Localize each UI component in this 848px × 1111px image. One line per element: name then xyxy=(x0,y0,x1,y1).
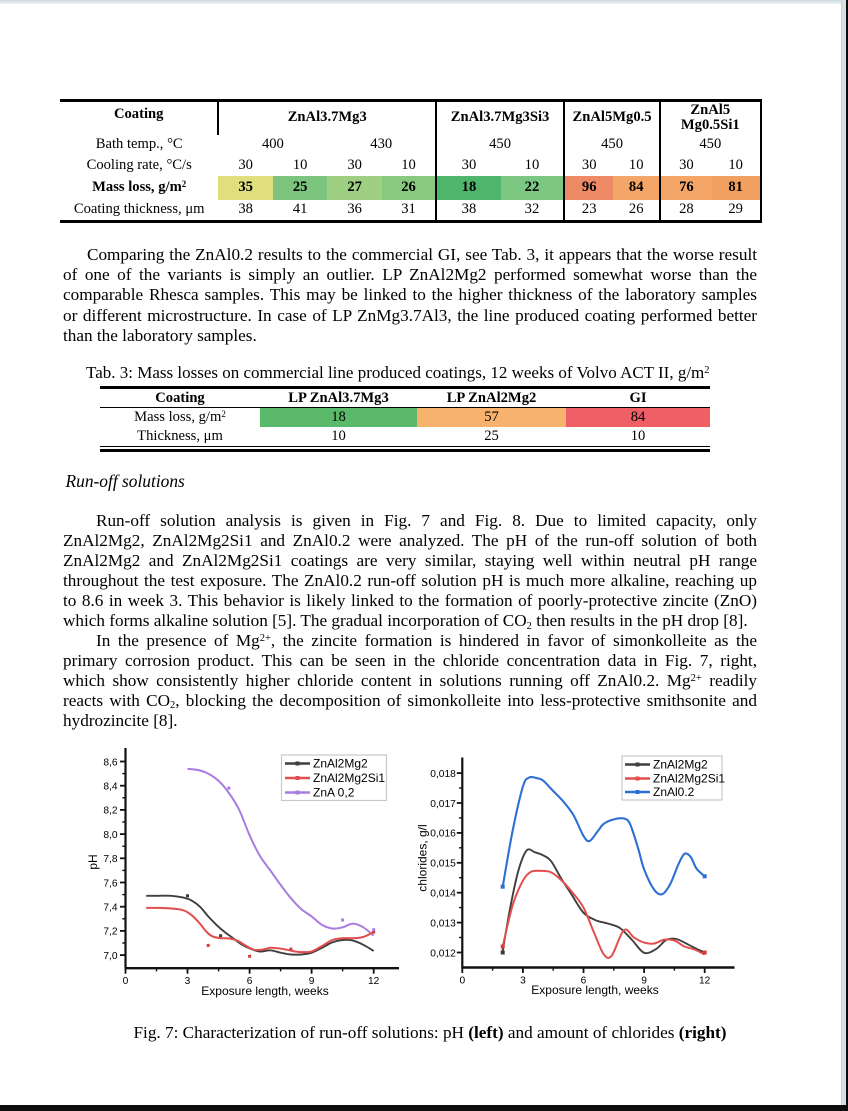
svg-text:7,2: 7,2 xyxy=(103,927,117,938)
svg-text:3: 3 xyxy=(520,975,526,986)
svg-text:3: 3 xyxy=(185,976,191,987)
svg-text:0,017: 0,017 xyxy=(430,799,456,810)
svg-text:Exposure length, weeks: Exposure length, weeks xyxy=(531,983,658,997)
svg-text:7,0: 7,0 xyxy=(103,951,117,962)
svg-text:pH: pH xyxy=(86,854,100,869)
svg-text:ZnAl2Mg2Si1: ZnAl2Mg2Si1 xyxy=(313,771,385,785)
svg-text:12: 12 xyxy=(699,975,711,986)
svg-text:7,8: 7,8 xyxy=(103,854,117,865)
svg-text:0,016: 0,016 xyxy=(430,829,456,840)
svg-text:ZnAl2Mg2: ZnAl2Mg2 xyxy=(653,758,708,772)
svg-text:9: 9 xyxy=(641,975,647,986)
svg-text:ZnAl0.2: ZnAl0.2 xyxy=(653,785,695,799)
svg-text:12: 12 xyxy=(368,976,380,987)
svg-text:0: 0 xyxy=(123,976,129,987)
svg-text:7,4: 7,4 xyxy=(103,903,117,914)
svg-text:7,6: 7,6 xyxy=(103,878,117,889)
svg-text:0,015: 0,015 xyxy=(430,859,456,870)
svg-text:ZnAl2Mg2Si1: ZnAl2Mg2Si1 xyxy=(653,772,725,786)
svg-text:8,4: 8,4 xyxy=(103,782,117,793)
svg-text:8,0: 8,0 xyxy=(103,830,117,841)
svg-text:chlorides, g/l: chlorides, g/l xyxy=(416,824,430,891)
svg-text:ZnAl2Mg2: ZnAl2Mg2 xyxy=(313,757,368,771)
svg-text:0,012: 0,012 xyxy=(430,948,456,959)
svg-text:0,013: 0,013 xyxy=(430,918,456,929)
svg-text:8,6: 8,6 xyxy=(103,757,117,768)
svg-text:0,014: 0,014 xyxy=(430,889,456,900)
svg-text:Exposure length, weeks: Exposure length, weeks xyxy=(201,984,328,998)
svg-text:0,018: 0,018 xyxy=(430,769,456,780)
svg-text:6: 6 xyxy=(581,975,587,986)
svg-text:8,2: 8,2 xyxy=(103,806,117,817)
svg-text:9: 9 xyxy=(309,976,315,987)
svg-text:6: 6 xyxy=(247,976,253,987)
svg-text:0: 0 xyxy=(459,975,465,986)
svg-text:ZnA 0,2: ZnA 0,2 xyxy=(313,786,355,800)
